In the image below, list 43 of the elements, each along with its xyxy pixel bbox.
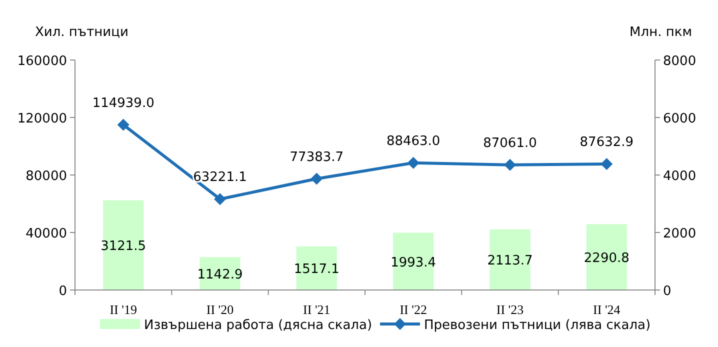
y-tick-label: 120000 <box>17 112 67 126</box>
legend-label: Извършена работа (дясна скала) <box>144 318 372 333</box>
x-tick-label: II '23 <box>496 302 524 317</box>
data-label: 2290.8 <box>584 251 630 266</box>
data-label: 87061.0 <box>483 136 537 151</box>
x-tick-label: II '20 <box>206 302 234 317</box>
bar <box>393 232 434 290</box>
y-axis-title: Хил. пътници <box>35 25 128 40</box>
data-label: 3121.5 <box>100 239 146 254</box>
bar <box>586 224 627 290</box>
legend-label: Превозени пътници (лява скала) <box>424 318 651 333</box>
data-label: 1142.9 <box>197 268 243 283</box>
y2-tick-label: 0 <box>663 284 672 299</box>
data-label: 114939.0 <box>92 96 154 111</box>
data-label: 1517.1 <box>294 262 340 278</box>
y-tick-label: 160000 <box>17 54 67 69</box>
y2-tick-label: 2000 <box>663 226 696 242</box>
point <box>600 158 613 170</box>
bar <box>490 229 530 290</box>
y2-tick-label: 4000 <box>663 169 696 184</box>
point <box>504 158 516 171</box>
x-tick-label: II '21 <box>303 302 330 317</box>
data-label: 2113.7 <box>487 254 533 269</box>
point <box>407 156 420 169</box>
data-label: 77383.7 <box>290 150 344 165</box>
y-tick-label: 80000 <box>26 169 67 184</box>
y2-axis-title: Млн. пкм <box>630 25 692 40</box>
point <box>214 193 226 206</box>
x-tick-label: II '19 <box>110 302 137 317</box>
y-tick-label: 40000 <box>26 226 67 242</box>
x-tick-label: II '24 <box>593 302 621 317</box>
data-label: 88463.0 <box>386 134 440 149</box>
y-tick-label: 0 <box>58 284 67 299</box>
bar <box>103 200 144 290</box>
point <box>117 118 130 131</box>
y2-tick-label: 8000 <box>663 54 696 69</box>
x-tick-label: II '22 <box>400 302 427 317</box>
data-label: 1993.4 <box>390 255 436 270</box>
data-label: 87632.9 <box>580 135 634 150</box>
y2-tick-label: 6000 <box>663 112 696 126</box>
bar <box>296 246 337 290</box>
point <box>310 172 323 185</box>
data-label: 63221.1 <box>193 170 247 186</box>
